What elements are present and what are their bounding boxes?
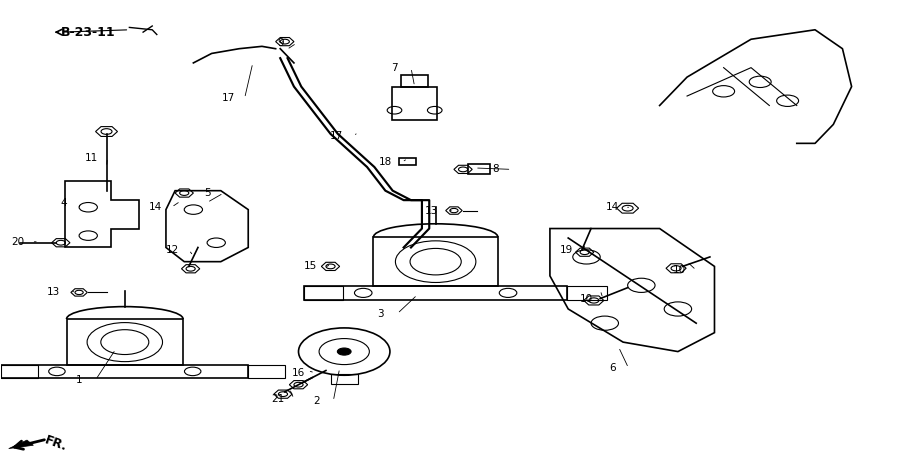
Text: 5: 5 — [204, 188, 210, 198]
Text: 8: 8 — [492, 164, 498, 174]
Text: 16: 16 — [292, 368, 305, 378]
Bar — [2, 365, 249, 377]
Bar — [67, 319, 183, 365]
Text: 3: 3 — [378, 309, 384, 319]
Bar — [304, 286, 568, 299]
Text: 4: 4 — [61, 198, 67, 208]
Text: B-23-11: B-23-11 — [61, 26, 116, 39]
Text: 17: 17 — [330, 131, 344, 141]
Bar — [249, 365, 285, 377]
Circle shape — [337, 348, 351, 355]
Text: 13: 13 — [425, 206, 437, 216]
Text: 6: 6 — [609, 363, 615, 373]
Text: 11: 11 — [84, 152, 97, 162]
Text: FR.: FR. — [42, 434, 69, 454]
Text: 19: 19 — [559, 245, 573, 255]
Text: 20: 20 — [11, 237, 25, 247]
Bar — [568, 286, 607, 299]
Polygon shape — [8, 440, 33, 448]
Text: 18: 18 — [379, 157, 392, 167]
Text: 15: 15 — [304, 261, 317, 271]
Text: 2: 2 — [314, 396, 320, 406]
Text: 10: 10 — [580, 294, 593, 304]
Bar — [304, 286, 344, 299]
Bar — [401, 75, 428, 87]
Bar — [373, 237, 498, 286]
Text: 10: 10 — [673, 265, 686, 275]
Bar — [392, 87, 437, 119]
Text: 17: 17 — [222, 93, 235, 103]
Text: 13: 13 — [47, 288, 61, 298]
Text: 21: 21 — [271, 394, 284, 404]
Text: 1: 1 — [76, 375, 83, 385]
Bar — [2, 365, 39, 377]
Text: 14: 14 — [605, 202, 619, 212]
Text: 12: 12 — [166, 245, 179, 255]
Text: 7: 7 — [392, 63, 398, 73]
Bar — [399, 158, 415, 165]
Text: 9: 9 — [277, 38, 283, 48]
Text: 14: 14 — [149, 202, 161, 212]
Bar — [468, 164, 491, 174]
Bar — [330, 374, 358, 384]
